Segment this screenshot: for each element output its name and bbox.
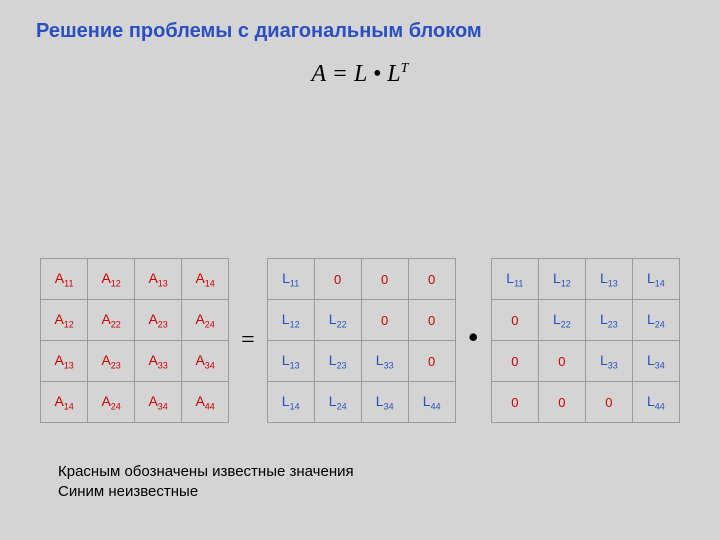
matrix-cell: A14 <box>182 259 229 300</box>
slide: Решение проблемы с диагональным блоком A… <box>0 0 720 540</box>
matrix-cell: A34 <box>135 382 182 423</box>
matrix-cell: L34 <box>361 382 408 423</box>
matrix-cell: 0 <box>491 300 538 341</box>
matrix-cell: L22 <box>314 300 361 341</box>
matrix-cell: L34 <box>632 341 679 382</box>
matrix-cell: 0 <box>314 259 361 300</box>
matrix-equation: A11A12A13A14A12A22A23A24A13A23A33A34A14A… <box>0 258 720 423</box>
matrix-cell: 0 <box>585 382 632 423</box>
matrix-cell: 0 <box>491 341 538 382</box>
matrix-cell: L13 <box>267 341 314 382</box>
matrix-cell: 0 <box>491 382 538 423</box>
legend: Красным обозначены известные значения Си… <box>58 462 354 503</box>
matrix-cell: A13 <box>41 341 88 382</box>
matrix-cell: 0 <box>538 382 585 423</box>
matrix-cell: L12 <box>267 300 314 341</box>
matrix-cell: L22 <box>538 300 585 341</box>
matrix-cell: 0 <box>361 300 408 341</box>
matrix-cell: L14 <box>267 382 314 423</box>
matrix-cell: L44 <box>408 382 455 423</box>
matrix-LT: L11L12L13L140L22L23L2400L33L34000L44 <box>491 258 680 423</box>
matrix-cell: A24 <box>182 300 229 341</box>
matrix-cell: 0 <box>408 341 455 382</box>
page-title: Решение проблемы с диагональным блоком <box>36 20 684 43</box>
matrix-cell: A22 <box>88 300 135 341</box>
matrix-cell: A34 <box>182 341 229 382</box>
formula-dot: • <box>367 61 387 87</box>
matrix-cell: A23 <box>135 300 182 341</box>
matrix-cell: A12 <box>41 300 88 341</box>
matrix-cell: L14 <box>632 259 679 300</box>
matrix-cell: L44 <box>632 382 679 423</box>
formula: A = L • LT <box>36 61 684 88</box>
legend-line-known: Красным обозначены известные значения <box>58 462 354 482</box>
formula-eq: = <box>326 61 354 87</box>
matrix-cell: L12 <box>538 259 585 300</box>
matrix-cell: A12 <box>88 259 135 300</box>
matrix-cell: 0 <box>361 259 408 300</box>
matrix-cell: A24 <box>88 382 135 423</box>
matrix-cell: L13 <box>585 259 632 300</box>
formula-L: L <box>354 61 367 87</box>
matrix-L: L11000L12L2200L13L23L330L14L24L34L44 <box>267 258 456 423</box>
formula-L2: L <box>387 61 400 87</box>
matrix-cell: 0 <box>538 341 585 382</box>
formula-T: T <box>401 61 409 76</box>
formula-A: A <box>312 61 326 87</box>
matrix-cell: A14 <box>41 382 88 423</box>
matrix-cell: A44 <box>182 382 229 423</box>
matrix-cell: 0 <box>408 300 455 341</box>
legend-line-unknown: Синим неизвестные <box>58 482 354 502</box>
matrix-A: A11A12A13A14A12A22A23A24A13A23A33A34A14A… <box>40 258 229 423</box>
matrix-cell: A13 <box>135 259 182 300</box>
matrix-cell: L24 <box>632 300 679 341</box>
matrix-cell: A23 <box>88 341 135 382</box>
matrix-cell: L24 <box>314 382 361 423</box>
matrix-cell: A33 <box>135 341 182 382</box>
matrix-cell: 0 <box>408 259 455 300</box>
matrix-cell: L23 <box>585 300 632 341</box>
matrix-cell: L23 <box>314 341 361 382</box>
matrix-cell: L11 <box>491 259 538 300</box>
matrix-cell: L11 <box>267 259 314 300</box>
matrix-cell: L33 <box>361 341 408 382</box>
matrix-cell: A11 <box>41 259 88 300</box>
equals-op: = <box>237 327 259 354</box>
matrix-cell: L33 <box>585 341 632 382</box>
